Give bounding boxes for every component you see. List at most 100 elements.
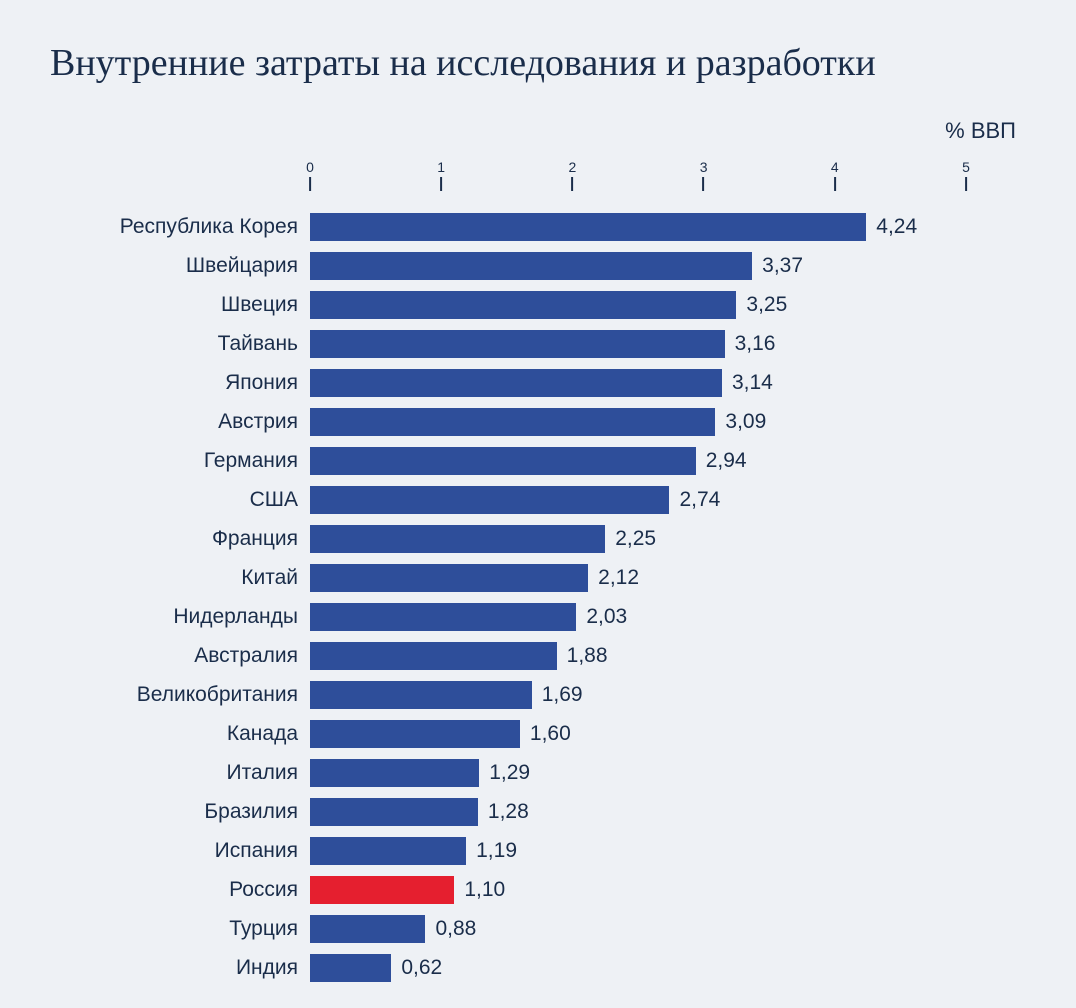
bar: 1,60 bbox=[310, 720, 520, 748]
bar: 1,10 bbox=[310, 876, 454, 904]
bar-label: Италия bbox=[50, 761, 310, 785]
axis-tick: 0 bbox=[306, 159, 314, 191]
bar-value: 1,19 bbox=[466, 839, 517, 863]
bar: 2,03 bbox=[310, 603, 576, 631]
bar-value: 1,10 bbox=[454, 878, 505, 902]
bar-container: 0,62 bbox=[310, 954, 966, 982]
bar-label: Республика Корея bbox=[50, 215, 310, 239]
bar-row: Испания 1,19 bbox=[50, 833, 1026, 869]
axis-tick-label: 1 bbox=[437, 159, 445, 175]
axis-tick: 3 bbox=[700, 159, 708, 191]
bar-label: Австрия bbox=[50, 410, 310, 434]
bar-value: 2,25 bbox=[605, 527, 656, 551]
bar-label: Япония bbox=[50, 371, 310, 395]
bar-label: Китай bbox=[50, 566, 310, 590]
bar-container: 3,09 bbox=[310, 408, 966, 436]
axis-tick: 5 bbox=[962, 159, 970, 191]
bar-row: Австрия3,09 bbox=[50, 404, 1026, 440]
bar-container: 1,60 bbox=[310, 720, 966, 748]
bar-label: Швеция bbox=[50, 293, 310, 317]
bar: 3,37 bbox=[310, 252, 752, 280]
bar-label: Франция bbox=[50, 527, 310, 551]
bar-value: 4,24 bbox=[866, 215, 917, 239]
bar: 3,09 bbox=[310, 408, 715, 436]
axis-tick-label: 4 bbox=[831, 159, 839, 175]
bar: 0,88 bbox=[310, 915, 425, 943]
bar-container: 1,19 bbox=[310, 837, 966, 865]
bar-row: Великобритания1,69 bbox=[50, 677, 1026, 713]
bar-container: 3,14 bbox=[310, 369, 966, 397]
axis-tick-label: 3 bbox=[700, 159, 708, 175]
bar-label: Германия bbox=[50, 449, 310, 473]
bar-row: Индия0,62 bbox=[50, 950, 1026, 986]
bar: 2,25 bbox=[310, 525, 605, 553]
bar: 2,74 bbox=[310, 486, 669, 514]
bar-row: Нидерланды2,03 bbox=[50, 599, 1026, 635]
bar-label: Индия bbox=[50, 956, 310, 980]
bar-container: 3,37 bbox=[310, 252, 966, 280]
bar-row: Швейцария3,37 bbox=[50, 248, 1026, 284]
bar-container: 0,88 bbox=[310, 915, 966, 943]
bar-value: 3,25 bbox=[736, 293, 787, 317]
chart-title: Внутренние затраты на исследования и раз… bbox=[50, 40, 1026, 88]
bar-container: 1,10 bbox=[310, 876, 966, 904]
bar-container: 1,28 bbox=[310, 798, 966, 826]
bar: 2,94 bbox=[310, 447, 696, 475]
axis-tick-label: 2 bbox=[568, 159, 576, 175]
axis-tick-mark bbox=[440, 177, 442, 191]
bar-value: 1,28 bbox=[478, 800, 529, 824]
bar-value: 2,74 bbox=[669, 488, 720, 512]
bar-row: Республика Корея4,24 bbox=[50, 209, 1026, 245]
axis-tick-mark bbox=[965, 177, 967, 191]
bar-label: Нидерланды bbox=[50, 605, 310, 629]
bar: 1,88 bbox=[310, 642, 557, 670]
bar-value: 1,29 bbox=[479, 761, 530, 785]
bar-chart: 012345 Республика Корея4,24Швейцария3,37… bbox=[50, 159, 1026, 986]
bar-row: Бразилия 1,28 bbox=[50, 794, 1026, 830]
bar: 2,12 bbox=[310, 564, 588, 592]
bar-container: 2,03 bbox=[310, 603, 966, 631]
bar-label: Бразилия bbox=[50, 800, 310, 824]
axis-tick: 2 bbox=[568, 159, 576, 191]
bar: 0,62 bbox=[310, 954, 391, 982]
bar-row: Италия1,29 bbox=[50, 755, 1026, 791]
bar-container: 2,25 bbox=[310, 525, 966, 553]
bar-label: Швейцария bbox=[50, 254, 310, 278]
bar-row: Япония 3,14 bbox=[50, 365, 1026, 401]
axis-tick-label: 0 bbox=[306, 159, 314, 175]
bar-label: Канада bbox=[50, 722, 310, 746]
bar-row: Турция0,88 bbox=[50, 911, 1026, 947]
x-axis: 0 1 2 3 4 5 bbox=[50, 159, 1026, 199]
bar-container: 2,94 bbox=[310, 447, 966, 475]
bar-container: 3,25 bbox=[310, 291, 966, 319]
bar-value: 0,88 bbox=[425, 917, 476, 941]
bar-value: 1,69 bbox=[532, 683, 583, 707]
axis-tick: 4 bbox=[831, 159, 839, 191]
bar: 4,24 bbox=[310, 213, 866, 241]
unit-label: % ВВП bbox=[50, 118, 1026, 144]
bar-value: 3,14 bbox=[722, 371, 773, 395]
bar-value: 2,12 bbox=[588, 566, 639, 590]
bar-label: Австралия bbox=[50, 644, 310, 668]
bar-row: Россия1,10 bbox=[50, 872, 1026, 908]
bar-value: 1,60 bbox=[520, 722, 571, 746]
bar-value: 3,09 bbox=[715, 410, 766, 434]
bar-label: Испания bbox=[50, 839, 310, 863]
bar-container: 1,29 bbox=[310, 759, 966, 787]
bar-label: США bbox=[50, 488, 310, 512]
bar-value: 2,03 bbox=[576, 605, 627, 629]
bar-row: Австралия1,88 bbox=[50, 638, 1026, 674]
bar-value: 3,16 bbox=[725, 332, 776, 356]
bar: 3,25 bbox=[310, 291, 736, 319]
bar-value: 0,62 bbox=[391, 956, 442, 980]
bar-row: США2,74 bbox=[50, 482, 1026, 518]
bar-row: Швеция3,25 bbox=[50, 287, 1026, 323]
axis-tick-mark bbox=[571, 177, 573, 191]
bar-container: 1,69 bbox=[310, 681, 966, 709]
bar: 3,16 bbox=[310, 330, 725, 358]
bar: 1,29 bbox=[310, 759, 479, 787]
bar-label: Турция bbox=[50, 917, 310, 941]
bar-row: Канада1,60 bbox=[50, 716, 1026, 752]
axis-tick-label: 5 bbox=[962, 159, 970, 175]
bar-container: 3,16 bbox=[310, 330, 966, 358]
